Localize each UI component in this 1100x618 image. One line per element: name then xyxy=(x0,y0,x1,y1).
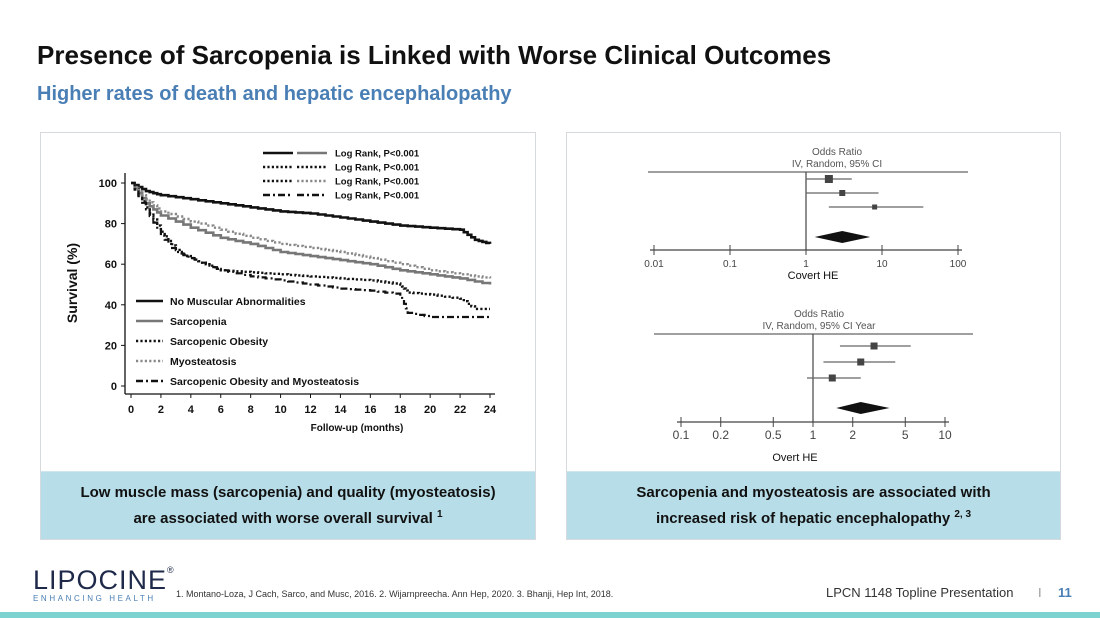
survival-curve-5 xyxy=(131,181,490,319)
forest-tick-label: 0.1 xyxy=(723,259,737,270)
x-axis-label: Follow-up (months) xyxy=(311,423,404,434)
x-tick-label: 0 xyxy=(128,404,134,416)
y-tick-label: 80 xyxy=(105,219,117,231)
forest-tick-label: 10 xyxy=(876,259,888,270)
right-caption: Sarcopenia and myosteatosis are associat… xyxy=(567,471,1060,539)
forest-header-sub: IV, Random, 95% CI Year xyxy=(762,321,876,332)
right-caption-line2: increased risk of hepatic encephalopathy xyxy=(655,509,951,527)
logrank-label: Log Rank, P<0.001 xyxy=(335,149,420,160)
series-legend: No Muscular Abnormalities Sarcopenia Sarco… xyxy=(136,296,359,388)
logo-registered-mark: ® xyxy=(167,565,174,575)
x-tick-label: 22 xyxy=(454,404,466,416)
right-caption-ref: 2, 3 xyxy=(954,508,972,520)
forest-tick-label: 1 xyxy=(803,259,809,270)
study-point xyxy=(839,190,846,196)
forest-header: Odds Ratio xyxy=(812,147,862,158)
bottom-accent-bar xyxy=(0,612,1100,618)
left-caption: Low muscle mass (sarcopenia) and quality… xyxy=(41,471,535,539)
legend-label: No Muscular Abnormalities xyxy=(170,296,306,308)
survival-chart-panel: 0 2 4 6 8 10 12 14 16 18 20 22 24 0 20 40 60 80 100 Log Ra… xyxy=(40,132,536,540)
logrank-legend: Log Rank, P<0.001 Log Rank, P<0.001 Log Ra… xyxy=(263,149,420,202)
y-tick-label: 0 xyxy=(111,381,117,393)
x-tick-label: 16 xyxy=(364,404,376,416)
slide-subtitle: Higher rates of death and hepatic enceph… xyxy=(37,83,512,105)
logrank-label: Log Rank, P<0.001 xyxy=(335,177,420,188)
forest-tick-label: 0.2 xyxy=(712,428,729,442)
legend-label: Sarcopenic Obesity xyxy=(170,336,268,348)
survival-curve-4 xyxy=(131,181,492,279)
survival-curve-1 xyxy=(131,181,492,245)
x-tick-label: 2 xyxy=(158,404,164,416)
slide-title: Presence of Sarcopenia is Linked with Wo… xyxy=(37,40,832,70)
references: 1. Montano-Loza, J Cach, Sarco, and Musc… xyxy=(176,589,614,599)
y-tick-label: 20 xyxy=(105,340,117,352)
y-tick-label: 40 xyxy=(105,300,117,312)
left-caption-line2: are associated with worse overall surviv… xyxy=(133,509,433,527)
forest-label: Overt HE xyxy=(772,452,817,464)
x-tick-label: 10 xyxy=(274,404,286,416)
forest-tick-label: 0.5 xyxy=(765,428,782,442)
study-point xyxy=(828,374,836,382)
study-point xyxy=(872,204,878,210)
study-point xyxy=(870,342,878,350)
study-point xyxy=(824,175,833,183)
pooled-diamond xyxy=(836,402,890,414)
left-caption-ref: 1 xyxy=(436,508,443,520)
forest-tick-label: 0.01 xyxy=(644,259,664,270)
logo-tagline: ENHANCING HEALTH xyxy=(33,594,156,603)
y-axis-label: Survival (%) xyxy=(64,243,80,323)
x-tick-label: 8 xyxy=(248,404,254,416)
legend-label: Sarcopenic Obesity and Myosteatosis xyxy=(170,376,359,388)
x-tick-label: 6 xyxy=(218,404,224,416)
x-tick-label: 24 xyxy=(484,404,497,416)
forest-tick-label: 0.1 xyxy=(673,428,690,442)
survival-chart-series xyxy=(131,181,492,319)
x-tick-label: 18 xyxy=(394,404,406,416)
pooled-diamond xyxy=(814,231,871,243)
footer-separator: I xyxy=(1038,585,1042,600)
logo-wordmark: LIPOCINE xyxy=(33,565,168,595)
forest-label: Covert HE xyxy=(788,270,839,282)
legend-label: Sarcopenia xyxy=(170,316,227,328)
forest-tick-label: 2 xyxy=(849,428,856,442)
logrank-label: Log Rank, P<0.001 xyxy=(335,163,420,174)
forest-tick-label: 10 xyxy=(938,428,952,442)
forest-plot-panel: Odds Ratio IV, Random, 95% CI 0.01 0.1 1 10 10… xyxy=(566,132,1061,540)
legend-label: Myosteatosis xyxy=(170,356,237,368)
x-tick-label: 4 xyxy=(188,404,195,416)
page-number: 11 xyxy=(1058,585,1072,600)
left-caption-line1: Low muscle mass (sarcopenia) and quality… xyxy=(80,483,496,501)
forest-header: Odds Ratio xyxy=(794,309,844,320)
forest-tick-label: 1 xyxy=(810,428,817,442)
y-tick-label: 100 xyxy=(99,178,117,190)
y-tick-label: 60 xyxy=(105,259,117,271)
survival-curve-3 xyxy=(131,181,490,311)
logrank-label: Log Rank, P<0.001 xyxy=(335,191,420,202)
forest-tick-label: 5 xyxy=(902,428,909,442)
forest-header-sub: IV, Random, 95% CI xyxy=(792,159,882,170)
forest-tick-label: 100 xyxy=(950,259,967,270)
right-caption-line1: Sarcopenia and myosteatosis are associat… xyxy=(636,483,991,501)
x-tick-label: 14 xyxy=(334,404,347,416)
company-logo: LIPOCINE® ENHANCING HEALTH xyxy=(33,565,174,603)
presentation-title: LPCN 1148 Topline Presentation xyxy=(826,585,1014,600)
x-tick-label: 20 xyxy=(424,404,436,416)
survival-curve-2 xyxy=(131,181,492,285)
x-tick-label: 12 xyxy=(304,404,316,416)
study-point xyxy=(857,358,865,366)
